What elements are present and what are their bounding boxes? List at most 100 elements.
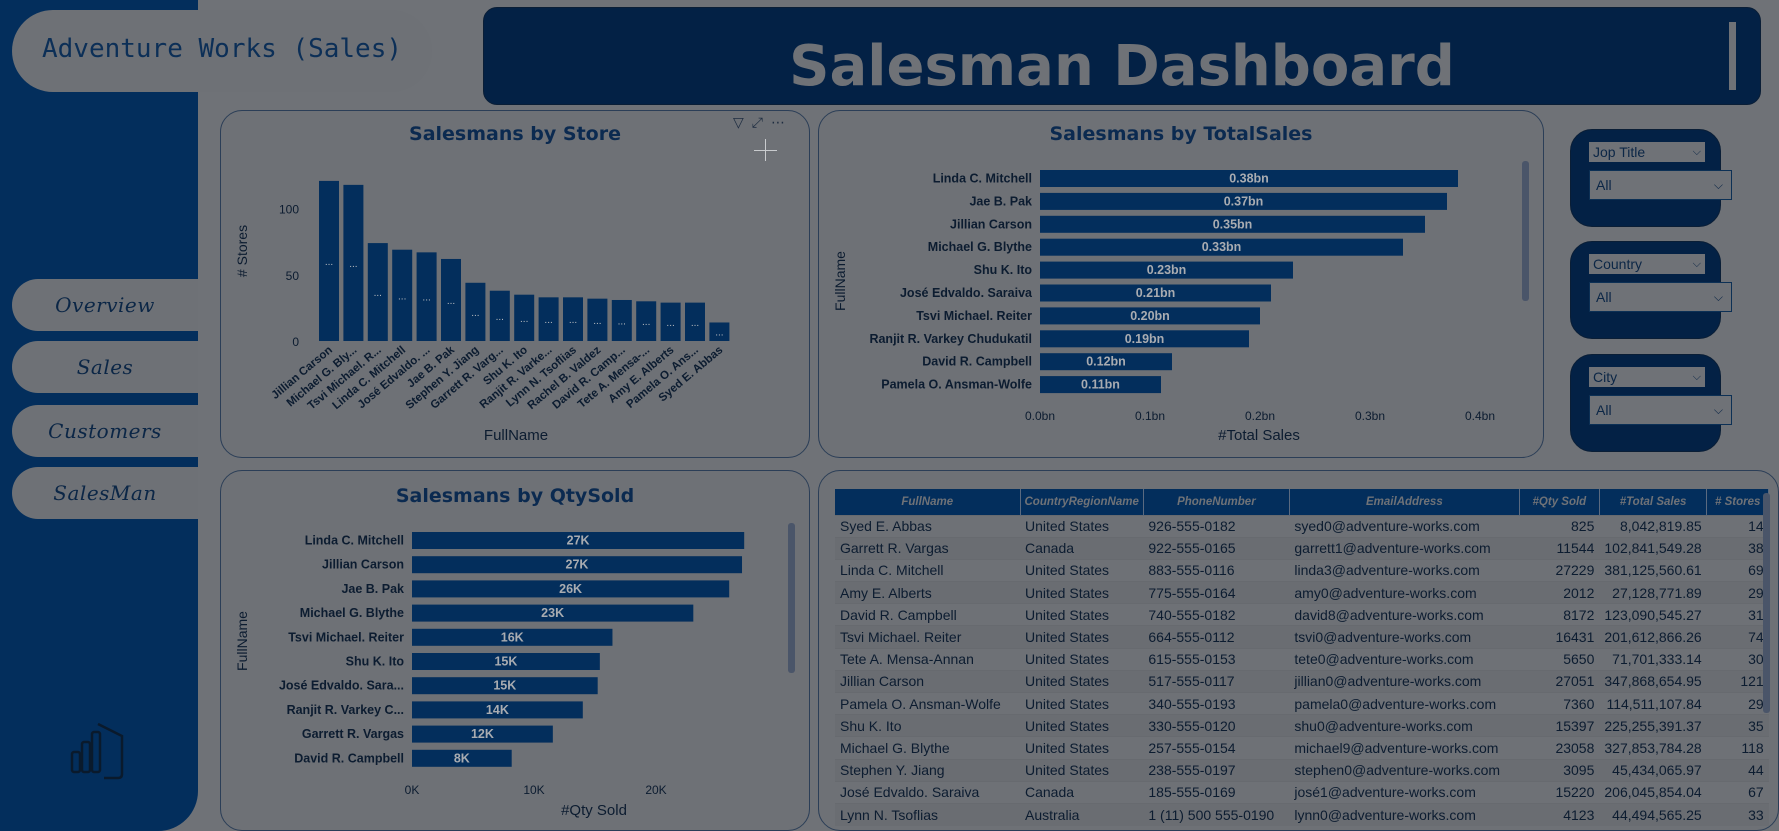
job-title-slicer-header[interactable]: Jop Title ⌵ <box>1589 142 1705 162</box>
chevron-down-icon: ⌵ <box>1692 146 1701 158</box>
table-cell: 201,612,866.26 <box>1599 625 1707 649</box>
nav-customers-label: Customers <box>48 419 162 443</box>
totalsales-x-tick: 0.4bn <box>1465 409 1495 423</box>
nav-customers-button[interactable]: Customers <box>12 405 198 457</box>
column-header[interactable]: #Total Sales <box>1599 489 1708 515</box>
table-cell: United States <box>1020 669 1144 693</box>
qtysold-bar <box>412 653 600 670</box>
visual-header-icons: ▽⤢⋯ <box>733 115 793 131</box>
table-row[interactable]: David R. Campbell United States 740-555-01… <box>835 603 1769 626</box>
table-row[interactable]: Linda C. Mitchell United States 883-555-01… <box>835 558 1769 582</box>
totalsales-data-label: 0.20bn <box>1130 309 1170 323</box>
table-row[interactable]: Garrett R. Vargas Canada 922-555-0165 garre… <box>835 536 1769 560</box>
qtysold-x-tick: 0K <box>405 783 420 797</box>
store-bar-label: ... <box>666 318 674 329</box>
country-dropdown[interactable]: All ⌵ <box>1589 282 1732 312</box>
qtysold-data-label: 8K <box>454 751 470 765</box>
column-header[interactable]: CountryRegionName <box>1020 489 1144 515</box>
nav-salesman-button[interactable]: SalesMan <box>12 467 198 519</box>
filter-icon[interactable]: ▽ <box>733 115 752 131</box>
city-slicer[interactable]: City ⌵ All ⌵ <box>1570 354 1732 452</box>
totalsales-x-axis-title: #Total Sales <box>1218 427 1300 444</box>
table-row[interactable]: Tsvi Michael. Reiter United States 664-555… <box>835 625 1769 649</box>
nav-overview-button[interactable]: Overview <box>12 279 198 331</box>
table-cell: 123,090,545.27 <box>1599 603 1707 626</box>
column-header[interactable]: #Qty Sold <box>1519 489 1600 515</box>
column-header[interactable]: # Stores <box>1706 489 1770 515</box>
job-title-slicer[interactable]: Jop Title ⌵ All ⌵ <box>1570 129 1732 227</box>
chevron-down-icon: ⌵ <box>1713 178 1723 192</box>
column-header[interactable]: FullName <box>835 489 1021 515</box>
table-row[interactable]: José Edvaldo. Saraiva Canada 185-555-0169 j… <box>835 780 1769 804</box>
qtysold-category-label: David R. Campbell <box>294 751 404 765</box>
table-cell: Lynn N. Tsoflias <box>835 802 1020 826</box>
totalsales-chart-card[interactable]: Salesmans by TotalSales FullName #Total … <box>818 110 1544 458</box>
totalsales-category-label: Ranjit R. Varkey Chudukatil <box>869 332 1032 346</box>
chevron-down-icon: ⌵ <box>1713 290 1723 304</box>
table-row[interactable]: Amy E. Alberts United States 775-555-0164 a… <box>835 581 1769 604</box>
chevron-down-icon: ⌵ <box>1692 258 1701 270</box>
job-title-dropdown[interactable]: All ⌵ <box>1589 170 1732 200</box>
totalsales-bar <box>1040 330 1249 348</box>
city-slicer-header[interactable]: City ⌵ <box>1589 367 1705 387</box>
store-chart-card[interactable]: Salesmans by Store ▽⤢⋯ # Stores FullName… <box>220 110 810 458</box>
table-row[interactable]: Syed E. Abbas United States 926-555-0182 sy… <box>835 514 1769 538</box>
column-header[interactable]: EmailAddress <box>1289 489 1520 515</box>
qtysold-scrollbar[interactable] <box>788 523 795 673</box>
totalsales-bar <box>1040 284 1271 302</box>
qtysold-y-axis-title: FullName <box>234 611 250 671</box>
table-cell: Garrett R. Vargas <box>835 536 1020 560</box>
table-cell: Amy E. Alberts <box>835 581 1020 604</box>
store-bar <box>587 298 608 341</box>
country-slicer[interactable]: Country ⌵ All ⌵ <box>1570 241 1732 339</box>
table-cell: 33 <box>1706 802 1769 826</box>
totalsales-y-axis-title: FullName <box>832 251 848 311</box>
table-cell: United States <box>1020 647 1144 671</box>
store-bar-label: ... <box>374 288 382 299</box>
table-row[interactable]: Lynn N. Tsoflias Australia 1 (11) 500 555-… <box>835 802 1769 826</box>
table-cell: 922-555-0165 <box>1143 536 1290 560</box>
table-row[interactable]: Michael G. Blythe United States 257-555-01… <box>835 736 1769 760</box>
table-cell: 926-555-0182 <box>1143 514 1290 538</box>
table-cell: United States <box>1020 514 1144 538</box>
table-cell: 257-555-0154 <box>1143 736 1290 760</box>
totalsales-category-label: David R. Campbell <box>922 355 1032 369</box>
table-row[interactable]: Stephen Y. Jiang United States 238-555-019… <box>835 758 1769 782</box>
salesman-table-card[interactable]: FullName CountryRegionName PhoneNumber Emai… <box>818 470 1779 831</box>
store-bar-label: ... <box>593 316 601 327</box>
nav-sales-button[interactable]: Sales <box>12 341 198 393</box>
table-cell: 69 <box>1706 558 1769 582</box>
city-selected: All <box>1596 402 1612 418</box>
table-cell: Stephen Y. Jiang <box>835 758 1020 782</box>
store-bar <box>343 184 364 341</box>
table-cell: stephen0@adventure-works.com <box>1289 758 1520 782</box>
column-header[interactable]: PhoneNumber <box>1143 489 1290 515</box>
table-row[interactable]: Tete A. Mensa-Annan United States 615-555-… <box>835 647 1769 671</box>
store-bar <box>489 290 510 341</box>
table-cell: 2012 <box>1519 581 1600 604</box>
store-bar <box>538 297 559 341</box>
table-cell: 14 <box>1706 514 1769 538</box>
country-slicer-header[interactable]: Country ⌵ <box>1589 254 1705 274</box>
store-bar-label: ... <box>715 328 723 339</box>
table-cell: tete0@adventure-works.com <box>1289 647 1520 671</box>
totalsales-bar <box>1040 307 1260 325</box>
totalsales-bar <box>1040 170 1458 187</box>
city-dropdown[interactable]: All ⌵ <box>1589 395 1732 425</box>
table-row[interactable]: Jillian Carson United States 517-555-0117 j… <box>835 669 1769 693</box>
qtysold-chart-card[interactable]: Salesmans by QtySold FullName #Qty Sold … <box>220 470 810 831</box>
table-row[interactable]: Shu K. Ito United States 330-555-0120 shu0@… <box>835 714 1769 737</box>
table-row[interactable]: Pamela O. Ansman-Wolfe United States 340-5… <box>835 691 1769 715</box>
totalsales-scrollbar[interactable] <box>1522 161 1529 301</box>
store-bar <box>660 302 681 341</box>
store-y-tick: 0 <box>292 335 299 349</box>
table-scrollbar[interactable] <box>1763 493 1770 713</box>
qtysold-bar <box>412 556 743 574</box>
qtysold-bar <box>412 677 598 695</box>
focus-mode-icon[interactable]: ⤢ <box>751 115 771 131</box>
store-x-axis-title: FullName <box>484 427 548 444</box>
more-options-icon[interactable]: ⋯ <box>770 115 793 131</box>
store-bar <box>636 301 657 341</box>
table-cell: 615-555-0153 <box>1143 647 1290 671</box>
table-cell: 29 <box>1706 691 1769 715</box>
